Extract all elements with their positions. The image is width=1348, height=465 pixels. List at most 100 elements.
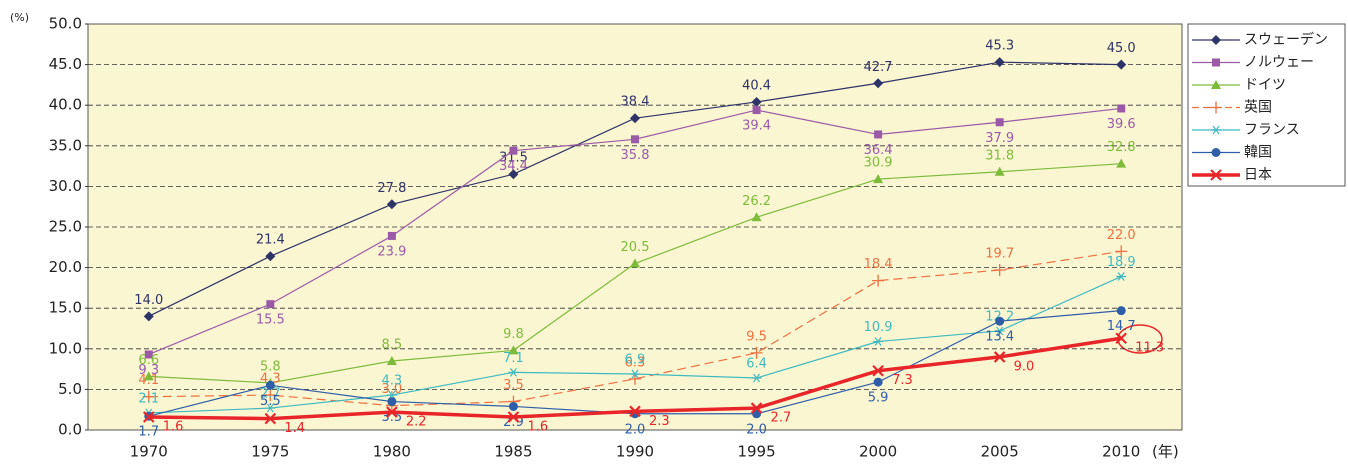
marker <box>386 406 398 418</box>
data-label: 11.3 <box>1135 341 1164 356</box>
data-label: 37.9 <box>985 131 1014 146</box>
x-axis-label: (年) <box>1152 443 1179 461</box>
marker <box>995 118 1004 127</box>
marker <box>873 174 884 184</box>
marker <box>508 169 519 180</box>
marker <box>630 113 640 124</box>
y-tick-label: 20.0 <box>49 258 82 276</box>
data-label: 7.3 <box>892 373 913 388</box>
legend-marker <box>1210 101 1222 114</box>
y-tick-label: 10.0 <box>49 339 82 357</box>
data-label: 9.3 <box>138 363 159 378</box>
marker <box>508 345 519 355</box>
data-label: 26.2 <box>742 194 771 209</box>
y-tick-label: 35.0 <box>49 136 82 154</box>
marker <box>630 258 640 268</box>
data-label: 3.5 <box>503 378 524 393</box>
x-tick-label: 2010 <box>1102 443 1140 461</box>
data-label: 6.4 <box>746 357 767 372</box>
data-label: 2.0 <box>746 422 767 437</box>
marker <box>750 402 763 414</box>
y-tick-label: 30.0 <box>49 177 82 195</box>
data-label: 4.1 <box>138 373 159 388</box>
data-label: 5.8 <box>260 359 281 374</box>
legend-label: 韓国 <box>1244 145 1272 161</box>
marker <box>873 337 884 346</box>
data-label: 2.2 <box>406 415 427 430</box>
data-label: 3.0 <box>382 382 403 397</box>
x-tick-label: 1970 <box>130 443 168 461</box>
data-label: 35.8 <box>621 148 650 163</box>
data-label: 6.6 <box>138 353 159 368</box>
data-label: 9.8 <box>503 327 524 342</box>
data-label: 15.5 <box>256 313 285 328</box>
y-tick-label: 15.0 <box>49 299 82 317</box>
marker <box>266 300 275 309</box>
x-tick-label: 1975 <box>251 443 289 461</box>
marker <box>142 390 155 403</box>
marker <box>631 135 639 144</box>
x-tick-label: 1990 <box>616 443 654 461</box>
marker <box>1115 245 1128 258</box>
marker <box>386 355 397 365</box>
marker <box>1117 104 1126 113</box>
x-tick-label: 2000 <box>859 443 897 461</box>
y-tick-label: 45.0 <box>49 55 82 73</box>
data-label: 1.6 <box>527 420 548 435</box>
marker <box>872 364 884 377</box>
data-label: 30.9 <box>864 156 893 171</box>
marker <box>872 274 885 287</box>
marker <box>1116 272 1127 281</box>
data-label: 20.5 <box>621 240 650 255</box>
legend-marker <box>1211 35 1221 45</box>
data-label: 2.0 <box>625 422 646 437</box>
legend-label: スウェーデン <box>1244 31 1328 48</box>
data-label: 9.0 <box>1014 359 1035 374</box>
data-label: 5.9 <box>868 391 889 406</box>
legend-label: ドイツ <box>1244 77 1286 93</box>
marker <box>508 401 518 411</box>
marker <box>143 371 154 381</box>
series-line <box>148 250 1122 407</box>
marker <box>1116 158 1127 168</box>
marker <box>507 411 520 423</box>
data-label: 21.4 <box>256 233 285 248</box>
data-label: 14.7 <box>1107 319 1136 334</box>
data-label: 2.7 <box>771 411 792 426</box>
data-label: 9.5 <box>746 329 767 344</box>
legend-marker <box>1211 148 1221 157</box>
marker <box>873 78 884 89</box>
marker <box>143 311 154 322</box>
data-label: 2.9 <box>503 415 524 430</box>
data-label: 1.4 <box>284 421 305 436</box>
legend-label: フランス <box>1244 122 1300 138</box>
x-tick-label: 1995 <box>737 443 775 461</box>
marker <box>751 373 762 383</box>
marker <box>508 367 519 377</box>
marker <box>750 346 763 359</box>
data-label: 4.3 <box>382 374 403 389</box>
y-tick-label: 50.0 <box>49 15 82 33</box>
data-label: 45.3 <box>985 39 1014 54</box>
legend <box>1187 23 1346 187</box>
y-tick-label: 5.0 <box>58 380 82 398</box>
marker <box>629 405 641 418</box>
legend-label: 英国 <box>1244 99 1272 116</box>
data-label: 10.9 <box>864 320 893 335</box>
y-tick-label: 25.0 <box>49 218 82 236</box>
marker <box>993 264 1006 277</box>
marker <box>751 96 762 107</box>
y-tick-label: 0.0 <box>58 421 82 439</box>
marker <box>264 389 277 402</box>
data-label: 7.1 <box>503 351 524 366</box>
data-label: 8.5 <box>382 337 403 352</box>
marker <box>509 146 518 155</box>
data-label: 1.6 <box>163 420 184 435</box>
marker <box>994 57 1005 68</box>
data-label: 1.7 <box>138 425 159 440</box>
data-label: 39.6 <box>1107 117 1136 132</box>
marker <box>265 380 275 390</box>
x-tick-label: 2005 <box>981 443 1019 461</box>
marker <box>994 166 1005 176</box>
data-label: 45.0 <box>1107 41 1136 56</box>
